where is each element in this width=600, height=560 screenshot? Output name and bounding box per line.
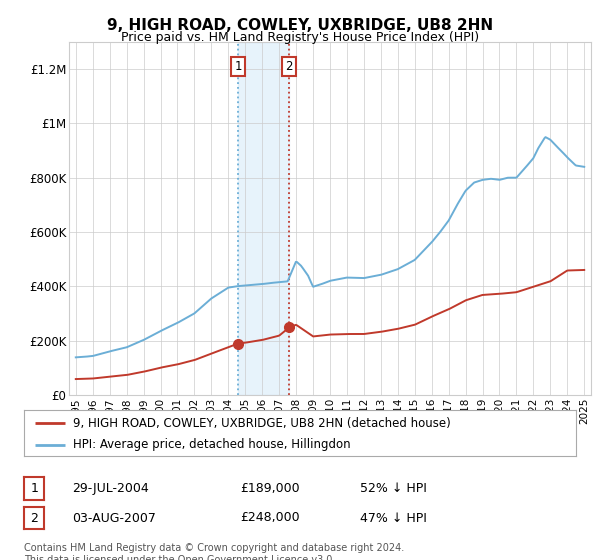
Text: £189,000: £189,000: [240, 482, 299, 495]
Text: 9, HIGH ROAD, COWLEY, UXBRIDGE, UB8 2HN: 9, HIGH ROAD, COWLEY, UXBRIDGE, UB8 2HN: [107, 18, 493, 33]
Text: 1: 1: [234, 60, 242, 73]
Text: HPI: Average price, detached house, Hillingdon: HPI: Average price, detached house, Hill…: [73, 438, 350, 451]
Text: Price paid vs. HM Land Registry's House Price Index (HPI): Price paid vs. HM Land Registry's House …: [121, 31, 479, 44]
Text: 03-AUG-2007: 03-AUG-2007: [72, 511, 156, 525]
Text: 2: 2: [30, 511, 38, 525]
Bar: [238, 42, 289, 395]
Text: 2: 2: [286, 60, 293, 73]
Text: £248,000: £248,000: [240, 511, 299, 525]
Text: Contains HM Land Registry data © Crown copyright and database right 2024.
This d: Contains HM Land Registry data © Crown c…: [24, 543, 404, 560]
Text: 9, HIGH ROAD, COWLEY, UXBRIDGE, UB8 2HN (detached house): 9, HIGH ROAD, COWLEY, UXBRIDGE, UB8 2HN …: [73, 417, 451, 430]
Text: 29-JUL-2004: 29-JUL-2004: [72, 482, 149, 495]
Text: 47% ↓ HPI: 47% ↓ HPI: [360, 511, 427, 525]
Text: 1: 1: [30, 482, 38, 495]
Text: 52% ↓ HPI: 52% ↓ HPI: [360, 482, 427, 495]
